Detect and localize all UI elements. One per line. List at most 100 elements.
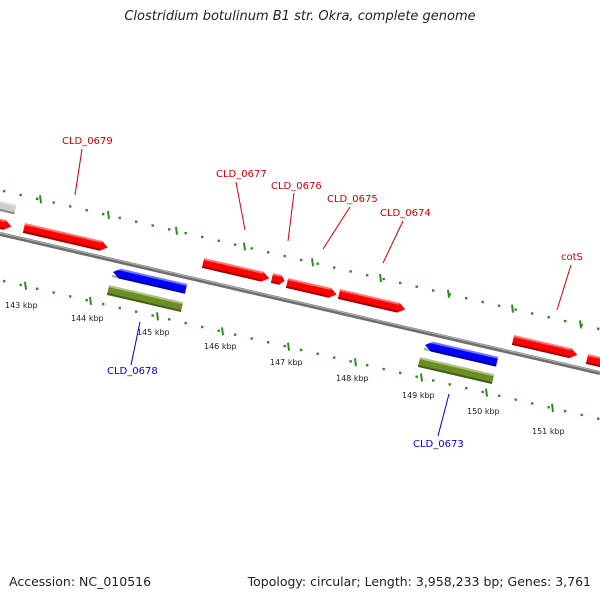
- gene-label-forward: cotS: [561, 252, 583, 263]
- major-tick: [354, 358, 357, 367]
- gene-shadow: [106, 292, 182, 313]
- tick-dot: [514, 398, 517, 401]
- gene-body: [0, 199, 17, 215]
- gene-highlight: [425, 340, 499, 359]
- tick-dot: [597, 417, 600, 420]
- gene-cld-0675: [285, 278, 337, 298]
- gene-cld-0678: [111, 267, 188, 294]
- gene-labels: CLD_0679 CLD_0677 CLD_0676 CLD_0675CLD_0674…: [62, 136, 583, 450]
- tick-dot: [267, 341, 270, 344]
- tick-dot: [52, 201, 55, 204]
- tick-dot: [234, 243, 237, 246]
- gene-label-forward: CLD_0677: [216, 169, 267, 180]
- leader-line: [382, 220, 404, 264]
- gene-forward-left-edge: [0, 217, 12, 230]
- gene-body: [0, 217, 12, 230]
- gene-body: [201, 258, 270, 282]
- map-title: Clostridium botulinum B1 str. Okra, comp…: [124, 9, 476, 24]
- gene-highlight: [272, 273, 282, 277]
- gene-highlight: [339, 289, 400, 305]
- major-tick: [447, 289, 450, 298]
- gene-body: [113, 268, 188, 294]
- gene-label-forward: CLD_0674: [380, 208, 431, 219]
- gene-body: [417, 357, 495, 385]
- gene-highlight: [513, 335, 572, 351]
- bar-cld-0678: [106, 285, 184, 313]
- major-tick: [579, 320, 582, 329]
- tick-dot: [432, 379, 435, 382]
- tick-dot: [531, 402, 534, 405]
- gene-cots: [511, 335, 578, 359]
- leader-line: [322, 206, 351, 250]
- tick-dot: [547, 316, 550, 319]
- major-tick: [175, 226, 178, 235]
- gene-shadow: [0, 206, 15, 215]
- tick-dot: [448, 383, 451, 386]
- gene-shadow: [270, 280, 280, 285]
- gene-body: [511, 335, 578, 359]
- tick-dot: [448, 293, 451, 296]
- tick-dot: [19, 193, 22, 197]
- gene-unknown-left: [0, 199, 17, 215]
- gene-shadow: [201, 265, 262, 282]
- bar-cld-0673: [417, 357, 495, 385]
- lower-tick-track: [3, 279, 600, 420]
- tick-dot: [102, 302, 105, 306]
- tick-dot: [366, 274, 369, 277]
- label-leader-lines: [74, 148, 572, 437]
- gene-body: [22, 223, 108, 251]
- tick-dot: [481, 300, 484, 304]
- scale-label: 145 kbp: [137, 328, 170, 337]
- gene-cld-0676: [270, 273, 285, 285]
- tick-dot: [333, 266, 336, 269]
- tick-dot: [217, 329, 220, 333]
- gene-highlight: [0, 199, 17, 207]
- scale-labels: 143 kbp 144 kbp 145 kbp 146 kbp 147 kbp 148 k…: [5, 301, 565, 436]
- scale-label: 143 kbp: [5, 301, 38, 310]
- tick-dot: [465, 296, 468, 300]
- tick-dot: [69, 205, 72, 208]
- gene-shadow: [337, 296, 398, 313]
- tick-dot: [465, 386, 468, 390]
- tick-dot: [580, 413, 583, 417]
- tick-dot: [564, 409, 567, 413]
- major-tick: [39, 195, 42, 204]
- major-tick: [551, 403, 554, 413]
- tick-dot: [201, 325, 204, 329]
- tick-dot: [19, 283, 22, 287]
- tick-dot: [102, 212, 105, 216]
- tick-dot: [52, 291, 55, 294]
- gene-shadow: [285, 285, 330, 298]
- gene-cld-0677: [201, 258, 270, 282]
- tick-dot: [399, 371, 402, 375]
- gene-forward-right-edge: [585, 354, 600, 370]
- gene-shadow: [511, 342, 570, 359]
- gene-highlight: [287, 278, 331, 291]
- tick-dot: [267, 251, 270, 254]
- gene-highlight: [24, 223, 103, 243]
- major-tick: [485, 388, 488, 397]
- tick-dot: [415, 285, 418, 288]
- tick-dot: [135, 310, 138, 313]
- tick-dot: [201, 235, 204, 239]
- tick-dot: [283, 344, 286, 348]
- tick-dot: [481, 390, 484, 394]
- gene-body: [585, 354, 600, 370]
- major-tick: [107, 210, 110, 220]
- tick-dot: [184, 231, 187, 235]
- gene-highlight: [419, 357, 495, 377]
- upper-tick-track: [3, 189, 600, 330]
- tick-dot: [184, 321, 187, 325]
- tick-dot: [250, 247, 253, 250]
- gene-highlight: [0, 217, 6, 223]
- gene-body: [106, 285, 184, 313]
- tick-dot: [432, 289, 435, 292]
- tick-dot: [3, 189, 6, 193]
- gene-highlight: [108, 285, 184, 305]
- gene-shadow: [0, 224, 4, 230]
- scale-label: 146 kbp: [204, 342, 237, 351]
- tick-dot: [498, 304, 501, 308]
- tick-dot: [316, 352, 319, 355]
